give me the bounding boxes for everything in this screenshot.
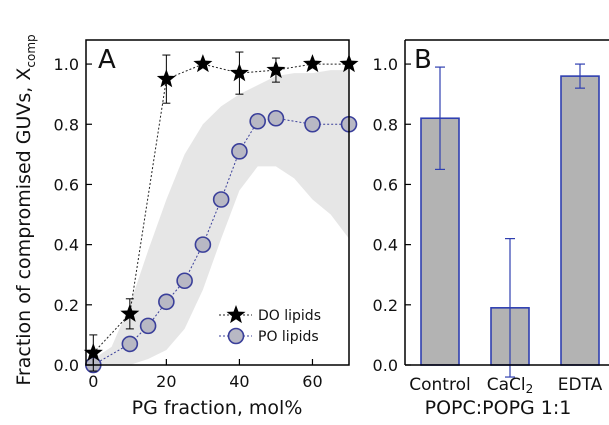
- y-tick-label-a: 0.8: [54, 115, 79, 134]
- y-axis-label-a: Fraction of compromised GUVs, Xcomp: [13, 34, 38, 385]
- x-axis-b: Control CaCl2 EDTA: [409, 375, 602, 396]
- y-tick-label-a: 0.2: [54, 296, 79, 315]
- y-tick-label-b: 0.0: [373, 356, 398, 375]
- do-lipids-point: [120, 303, 140, 322]
- panel-label-b: B: [414, 45, 432, 75]
- po-lipids-point: [176, 272, 193, 290]
- legend-label-po: PO lipids: [258, 329, 319, 345]
- x-tick-label-a: 40: [229, 372, 249, 391]
- legend-a: DO lipids PO lipids: [219, 305, 321, 345]
- y-tick-label-a: 1.0: [54, 55, 79, 74]
- po-lipids-point: [231, 143, 248, 160]
- po-lipids-point: [139, 317, 157, 335]
- y-tick-label-b: 1.0: [373, 55, 398, 74]
- po-lipids-point: [249, 112, 266, 130]
- bars-b: [420, 63, 600, 378]
- po-lipids-point: [267, 109, 285, 127]
- do-lipids-point: [156, 69, 176, 88]
- po-lipids-point: [158, 293, 175, 311]
- po-lipids-point: [194, 236, 212, 253]
- confidence-band: [93, 70, 349, 365]
- y-tick-label-b: 0.2: [373, 296, 398, 315]
- y-tick-label-a: 0.0: [54, 356, 79, 375]
- po-lipids-points: [85, 109, 358, 374]
- x-tick-label-a: 60: [302, 372, 322, 391]
- y-axis-a: 0.0 0.2 0.4 0.6 0.8 1.0: [54, 55, 92, 375]
- bar: [560, 75, 600, 366]
- do-lipids-point: [266, 60, 286, 79]
- y-tick-label-a: 0.6: [54, 175, 79, 194]
- do-lipids-points: [83, 51, 359, 372]
- do-lipids-point: [83, 342, 103, 362]
- do-lipids-point: [193, 54, 213, 73]
- y-tick-label-b: 0.8: [373, 115, 398, 134]
- do-lipids-point: [302, 54, 322, 73]
- y-axis-b: 0.0 0.2 0.4 0.6 0.8 1.0: [373, 55, 411, 375]
- legend-star-marker: [226, 305, 246, 324]
- y-tick-label-a: 0.4: [54, 236, 79, 255]
- y-tick-label-b: 0.4: [373, 236, 398, 255]
- legend-label-do: DO lipids: [258, 308, 321, 324]
- panel-label-a: A: [98, 45, 116, 75]
- category-label: EDTA: [558, 375, 603, 395]
- x-tick-label-a: 0: [88, 372, 98, 391]
- po-lipids-point: [304, 115, 321, 133]
- y-axis-label-subscript: comp: [24, 34, 38, 67]
- x-axis-a: 0 20 40 60: [88, 359, 323, 391]
- legend-circle-marker: [227, 327, 245, 345]
- panel-b: 0.0 0.2 0.4 0.6 0.8 1.0 Control CaCl2 EDTA B PO…: [373, 39, 609, 419]
- po-lipids-point: [121, 335, 139, 353]
- plot-frame-a: [85, 39, 350, 366]
- category-label: Control: [409, 375, 470, 395]
- x-axis-label-b: POPC:POPG 1:1: [425, 397, 572, 419]
- do-lipids-point: [229, 63, 249, 82]
- po-lipids-point: [212, 191, 230, 208]
- panel-a: 0 20 40 60 0.0 0.2 0.4 0.6 0.8 1.0 A PG fraction…: [13, 34, 359, 419]
- do-lipids-line: [92, 63, 349, 354]
- x-axis-label-a: PG fraction, mol%: [132, 397, 303, 419]
- y-tick-label-b: 0.6: [373, 175, 398, 194]
- category-label: CaCl2: [487, 375, 534, 396]
- x-tick-label-a: 20: [156, 372, 176, 391]
